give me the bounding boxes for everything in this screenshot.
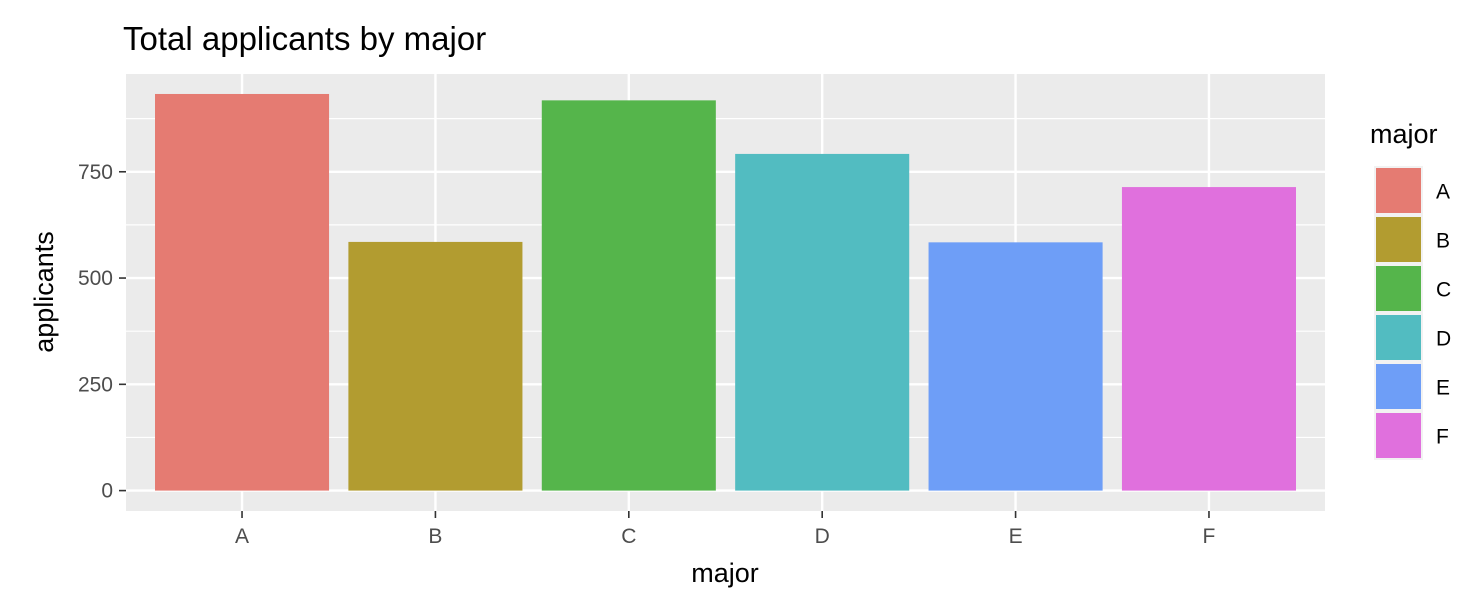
bar-b [348, 241, 523, 491]
legend-label: C [1436, 279, 1451, 302]
legend-swatch-d [1376, 315, 1421, 360]
legend-label: E [1436, 377, 1450, 400]
x-axis: A B C D E F [235, 511, 1215, 548]
y-tick-label: 250 [78, 373, 113, 396]
legend-label: A [1436, 181, 1450, 204]
legend-swatch-a [1376, 168, 1421, 213]
y-tick-label: 500 [78, 267, 113, 290]
x-tick-label: B [428, 525, 442, 548]
x-tick-label: E [1009, 525, 1023, 548]
x-tick-label: C [621, 525, 636, 548]
legend-swatch-e [1376, 364, 1421, 409]
legend-title: major [1370, 119, 1438, 149]
y-axis-title: applicants [29, 231, 59, 353]
bar-group [155, 93, 1296, 491]
chart-title: Total applicants by major [123, 20, 486, 57]
bar-d [735, 153, 910, 491]
y-tick-label: 0 [101, 480, 113, 503]
legend-items: A B C D E F [1374, 166, 1451, 460]
legend-swatch-c [1376, 266, 1421, 311]
bar-c [541, 100, 716, 491]
x-axis-title: major [691, 558, 759, 588]
y-axis: 0 250 500 750 [78, 161, 126, 503]
bar-e [928, 242, 1103, 491]
bar-f [1121, 187, 1296, 491]
legend-swatch-f [1376, 413, 1421, 458]
legend-label: F [1436, 426, 1449, 449]
legend: major A B C D E F [1370, 119, 1451, 460]
x-tick-label: A [235, 525, 249, 548]
legend-label: D [1436, 328, 1451, 351]
x-tick-label: F [1203, 525, 1216, 548]
y-tick-label: 750 [78, 161, 113, 184]
x-tick-label: D [815, 525, 830, 548]
bar-a [155, 93, 330, 491]
legend-swatch-b [1376, 217, 1421, 262]
legend-label: B [1436, 230, 1450, 253]
